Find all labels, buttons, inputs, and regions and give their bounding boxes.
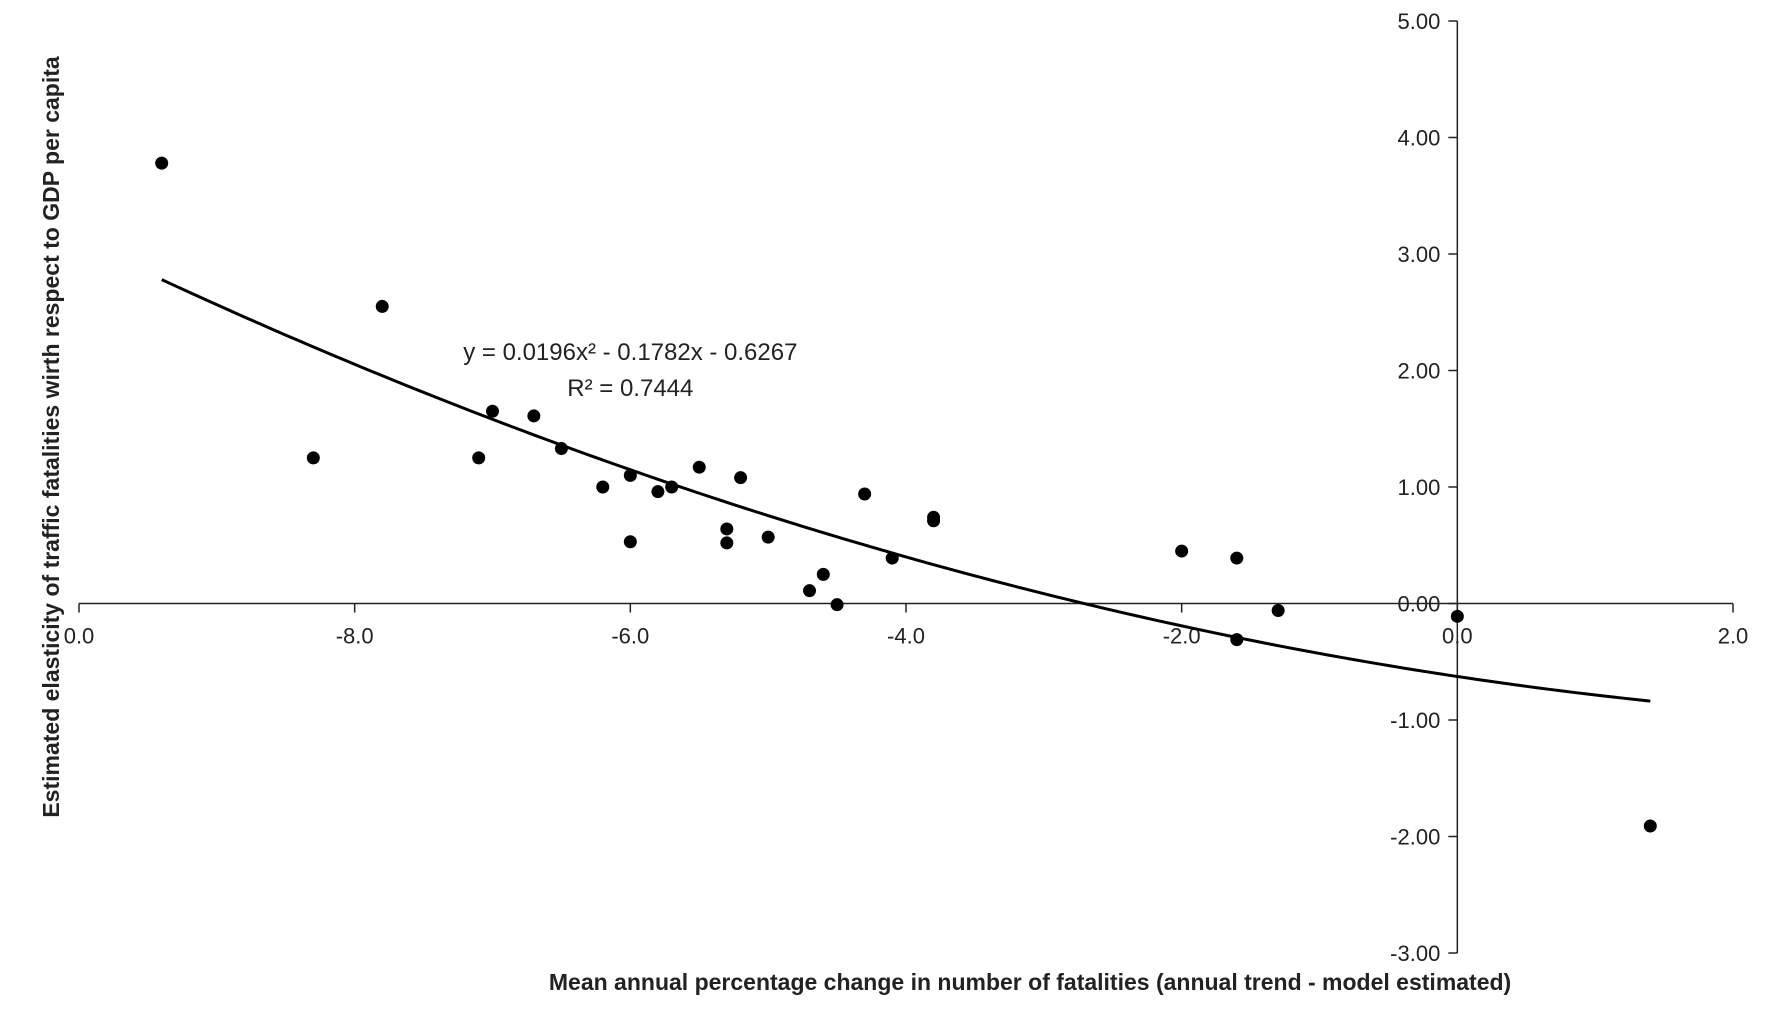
data-point [885, 551, 899, 565]
trendline-r-squared: R² = 0.7444 [567, 375, 693, 402]
data-points [155, 156, 1657, 833]
x-tick-label: 0.0 [1442, 624, 1473, 649]
data-point [1175, 544, 1189, 558]
data-point [596, 480, 610, 494]
x-axis-ticks: 0.0 -8.0 -6.0 -4.0 -2.0 0.0 2.0 [64, 603, 1749, 649]
y-axis-title: Estimated elasticity of traffic fataliti… [38, 56, 64, 818]
y-tick-label: -1.00 [1390, 708, 1440, 733]
x-axis-title: Mean annual percentage change in number … [549, 969, 1511, 995]
data-point [554, 442, 568, 456]
y-tick-label: 4.00 [1398, 126, 1441, 151]
x-tick-label: 0.0 [64, 624, 95, 649]
x-tick-label: -6.0 [611, 624, 649, 649]
y-tick-label: -3.00 [1390, 941, 1440, 966]
data-point [1450, 609, 1464, 623]
trendline [161, 278, 1651, 703]
data-point [858, 487, 872, 501]
data-point [527, 409, 541, 423]
data-point [1643, 819, 1657, 833]
data-point [692, 460, 706, 474]
x-tick-label: 2.0 [1718, 624, 1749, 649]
axes [79, 21, 1733, 953]
data-point [720, 536, 734, 550]
data-point [375, 299, 389, 313]
x-tick-label: -8.0 [336, 624, 374, 649]
data-point [816, 567, 830, 581]
data-point [1230, 633, 1244, 647]
y-tick-label: 5.00 [1398, 9, 1441, 34]
data-point [803, 584, 817, 598]
data-point [306, 451, 320, 465]
data-point [472, 451, 486, 465]
data-point [720, 522, 734, 536]
data-point [927, 514, 941, 528]
trendline-equation: y = 0.0196x² - 0.1782x - 0.6267 [463, 339, 797, 366]
data-point [651, 485, 665, 499]
data-point [734, 471, 748, 485]
x-tick-label: -4.0 [887, 624, 925, 649]
y-axis-ticks: 5.00 4.00 3.00 2.00 1.00 0.00 -1.00 -2.00 -3.00 [1390, 9, 1458, 966]
y-tick-label: 0.00 [1398, 592, 1441, 617]
y-tick-label: 2.00 [1398, 359, 1441, 384]
data-point [1271, 603, 1285, 617]
y-tick-label: 3.00 [1398, 242, 1441, 267]
data-point [623, 535, 637, 549]
data-point [665, 480, 679, 494]
data-point [486, 404, 499, 418]
data-point [155, 156, 169, 170]
y-tick-label: -2.00 [1390, 825, 1440, 850]
data-point [761, 530, 775, 544]
y-tick-label: 1.00 [1398, 475, 1441, 500]
data-point [1230, 551, 1244, 565]
data-point [830, 598, 844, 612]
data-point [623, 468, 637, 482]
